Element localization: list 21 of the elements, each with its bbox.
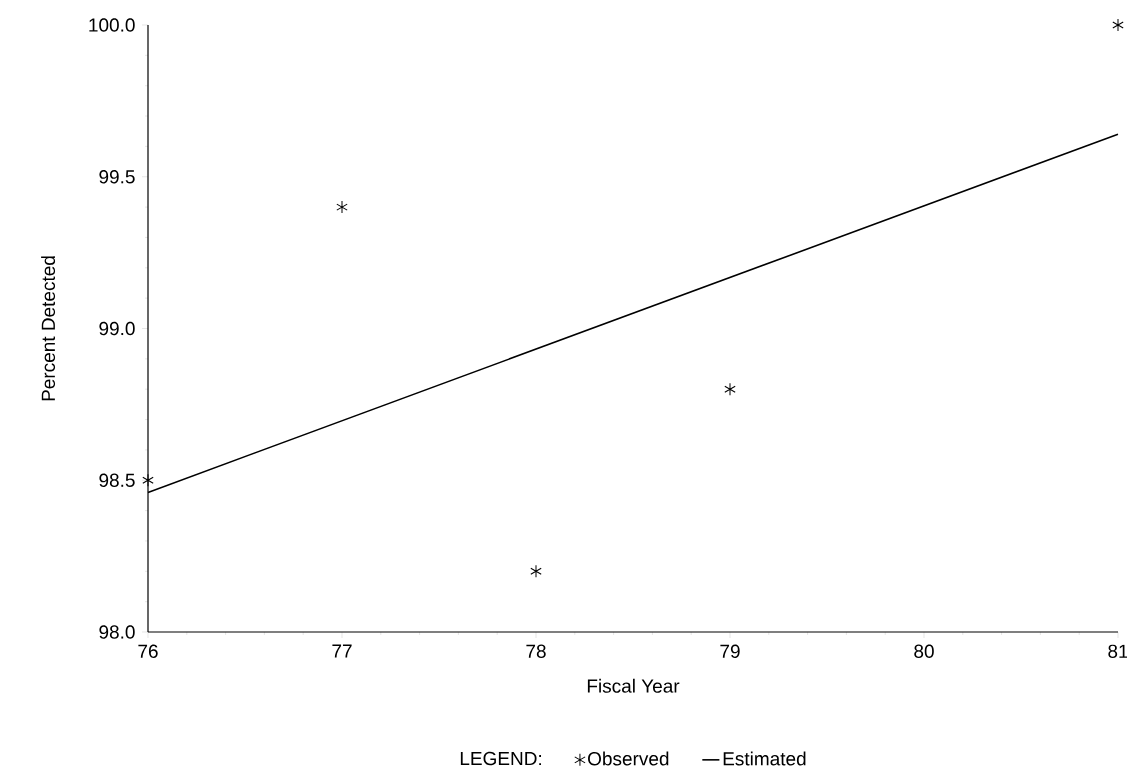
x-tick-label: 79 <box>720 644 740 658</box>
x-tick-label: 77 <box>332 644 352 658</box>
y-tick-label: 98.5 <box>99 473 135 487</box>
x-tick-label: 76 <box>138 644 158 658</box>
point <box>336 200 348 214</box>
x-tick-label: 80 <box>914 644 934 658</box>
x-tick-label: 78 <box>526 644 546 658</box>
point <box>142 473 154 487</box>
y-axis-title: Percent Detected <box>41 256 56 401</box>
x-tick-label: 81 <box>1108 644 1127 658</box>
x-axis-title: Fiscal Year <box>587 678 680 693</box>
y-tick-label: 98.0 <box>99 625 135 639</box>
y-tick-label: 99.5 <box>99 170 135 184</box>
legend-label: Estimated <box>723 751 806 766</box>
point <box>530 564 542 578</box>
y-tick-label: 99.0 <box>99 321 135 336</box>
point <box>724 382 736 396</box>
legend-title: LEGEND: <box>460 751 542 766</box>
legend-label: Observed <box>588 751 669 766</box>
y-tick-label: 100.0 <box>89 18 135 32</box>
point <box>1112 18 1124 32</box>
